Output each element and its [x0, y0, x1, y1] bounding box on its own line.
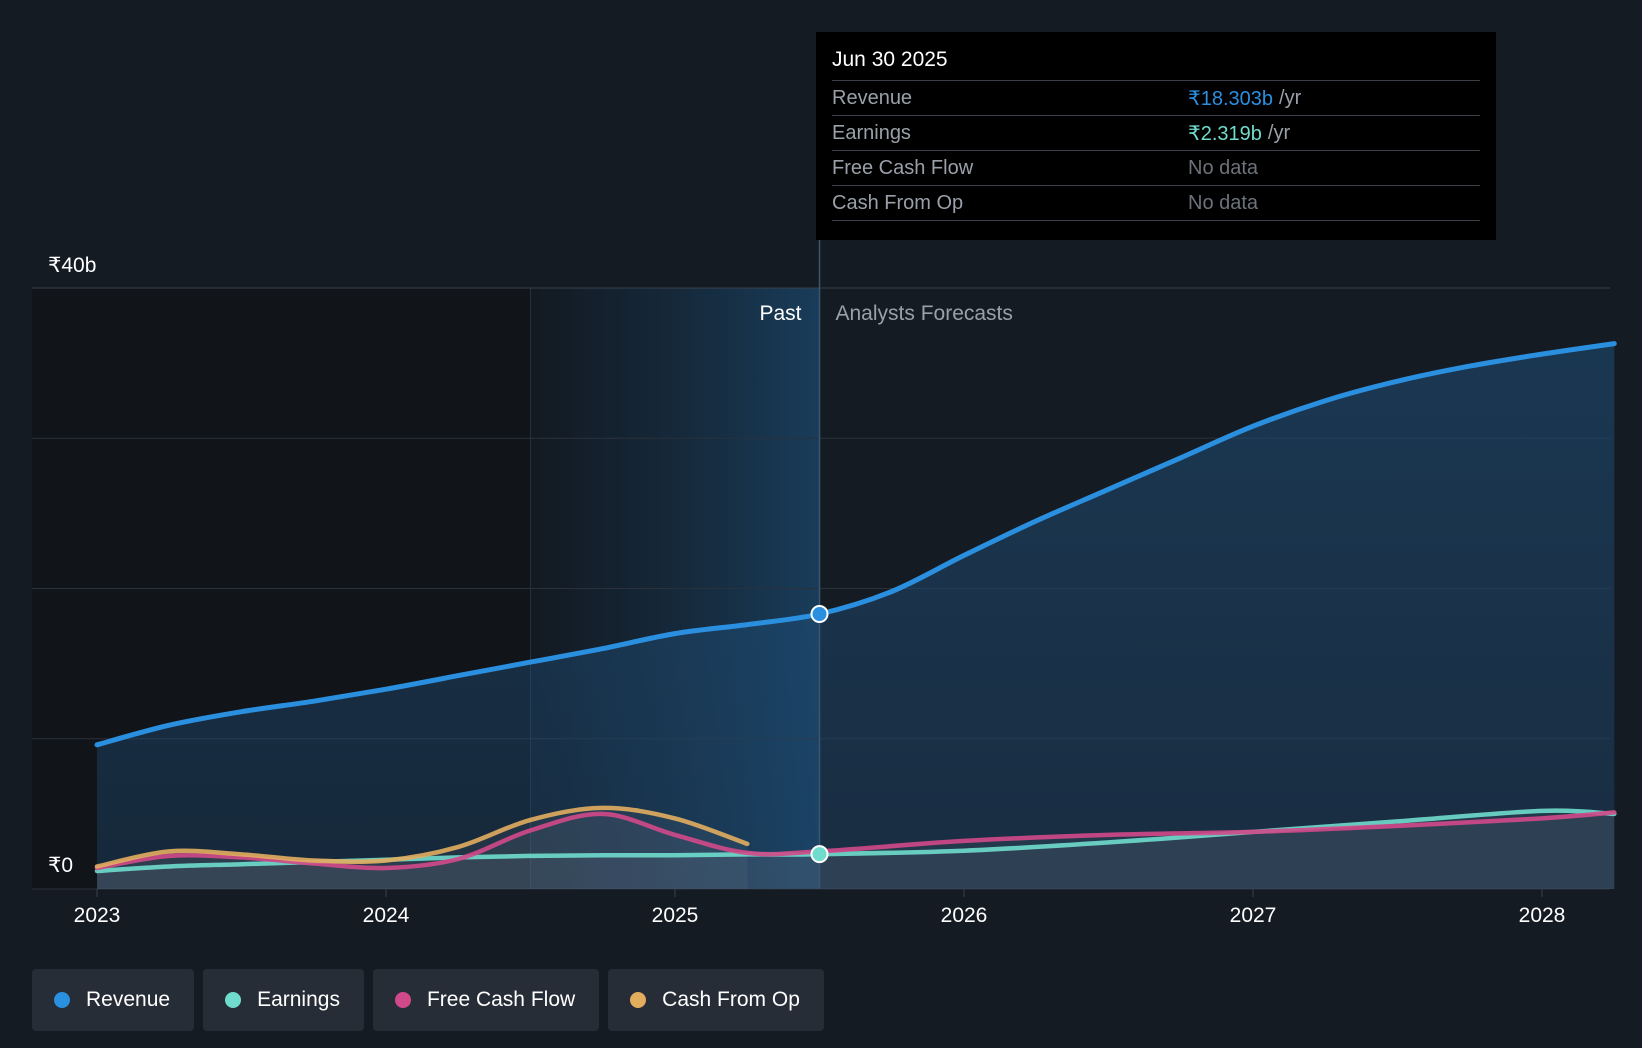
- tooltip-label: Earnings: [832, 121, 911, 144]
- legend-item-cash-from-op[interactable]: Cash From Op: [608, 969, 824, 1031]
- tooltip-row-revenue: Revenue ₹18.303b /yr: [832, 81, 1480, 116]
- free-cash-flow-line: [94, 810, 1617, 871]
- legend-label: Earnings: [257, 988, 340, 1011]
- forecast-label: Analysts Forecasts: [836, 302, 1013, 325]
- tooltip-label: Cash From Op: [832, 191, 964, 214]
- x-tick-label: 2026: [941, 904, 988, 927]
- tooltip-row-earnings: Earnings ₹2.319b /yr: [832, 116, 1480, 151]
- cash-from-op-dot-icon: [630, 992, 647, 1008]
- y-axis-label-zero: ₹0: [48, 854, 73, 877]
- legend-item-revenue[interactable]: Revenue: [32, 969, 195, 1031]
- tooltip-value: No data: [1188, 191, 1259, 214]
- earnings-dot-icon: [225, 992, 242, 1008]
- revenue-area: [97, 343, 1615, 890]
- tooltip-date: Jun 30 2025: [832, 46, 1480, 81]
- tooltip-panel: Jun 30 2025 Revenue ₹18.303b /yr Earning…: [816, 32, 1496, 240]
- earnings-area: [97, 810, 1615, 889]
- tooltip-value: ₹18.303b: [1188, 87, 1274, 110]
- tooltip-unit: /yr: [1267, 121, 1291, 144]
- legend-label: Cash From Op: [662, 988, 800, 1011]
- x-tick-label: 2023: [74, 904, 121, 927]
- legend: Revenue Earnings Free Cash Flow Cash Fro…: [32, 969, 824, 1031]
- x-tick-label: 2024: [363, 904, 410, 927]
- tooltip-row-cfo: Cash From Op No data: [832, 186, 1480, 221]
- legend-label: Revenue: [86, 988, 171, 1011]
- x-tick-label: 2027: [1230, 904, 1277, 927]
- tooltip-value: No data: [1188, 156, 1259, 179]
- legend-item-free-cash-flow[interactable]: Free Cash Flow: [372, 969, 600, 1031]
- x-tick-label: 2025: [652, 904, 699, 927]
- legend-label: Free Cash Flow: [426, 988, 576, 1011]
- legend-item-earnings[interactable]: Earnings: [203, 969, 364, 1031]
- x-tick-label: 2028: [1519, 904, 1566, 927]
- past-label: Past: [759, 302, 801, 325]
- tooltip-label: Free Cash Flow: [832, 156, 974, 179]
- tooltip-row-fcf: Free Cash Flow No data: [832, 151, 1480, 186]
- earnings-marker: [810, 845, 829, 864]
- revenue-line: [94, 341, 1617, 748]
- y-axis-label-max: ₹40b: [48, 254, 96, 277]
- tooltip-value: ₹2.319b: [1188, 122, 1262, 145]
- tooltip-label: Revenue: [832, 86, 913, 109]
- tooltip-unit: /yr: [1279, 86, 1302, 109]
- revenue-dot-icon: [54, 992, 70, 1008]
- free-cash-flow-dot-icon: [394, 992, 411, 1008]
- cash-from-op-area: [97, 807, 748, 889]
- cash-from-op-line: [94, 805, 750, 869]
- revenue-marker: [810, 604, 829, 623]
